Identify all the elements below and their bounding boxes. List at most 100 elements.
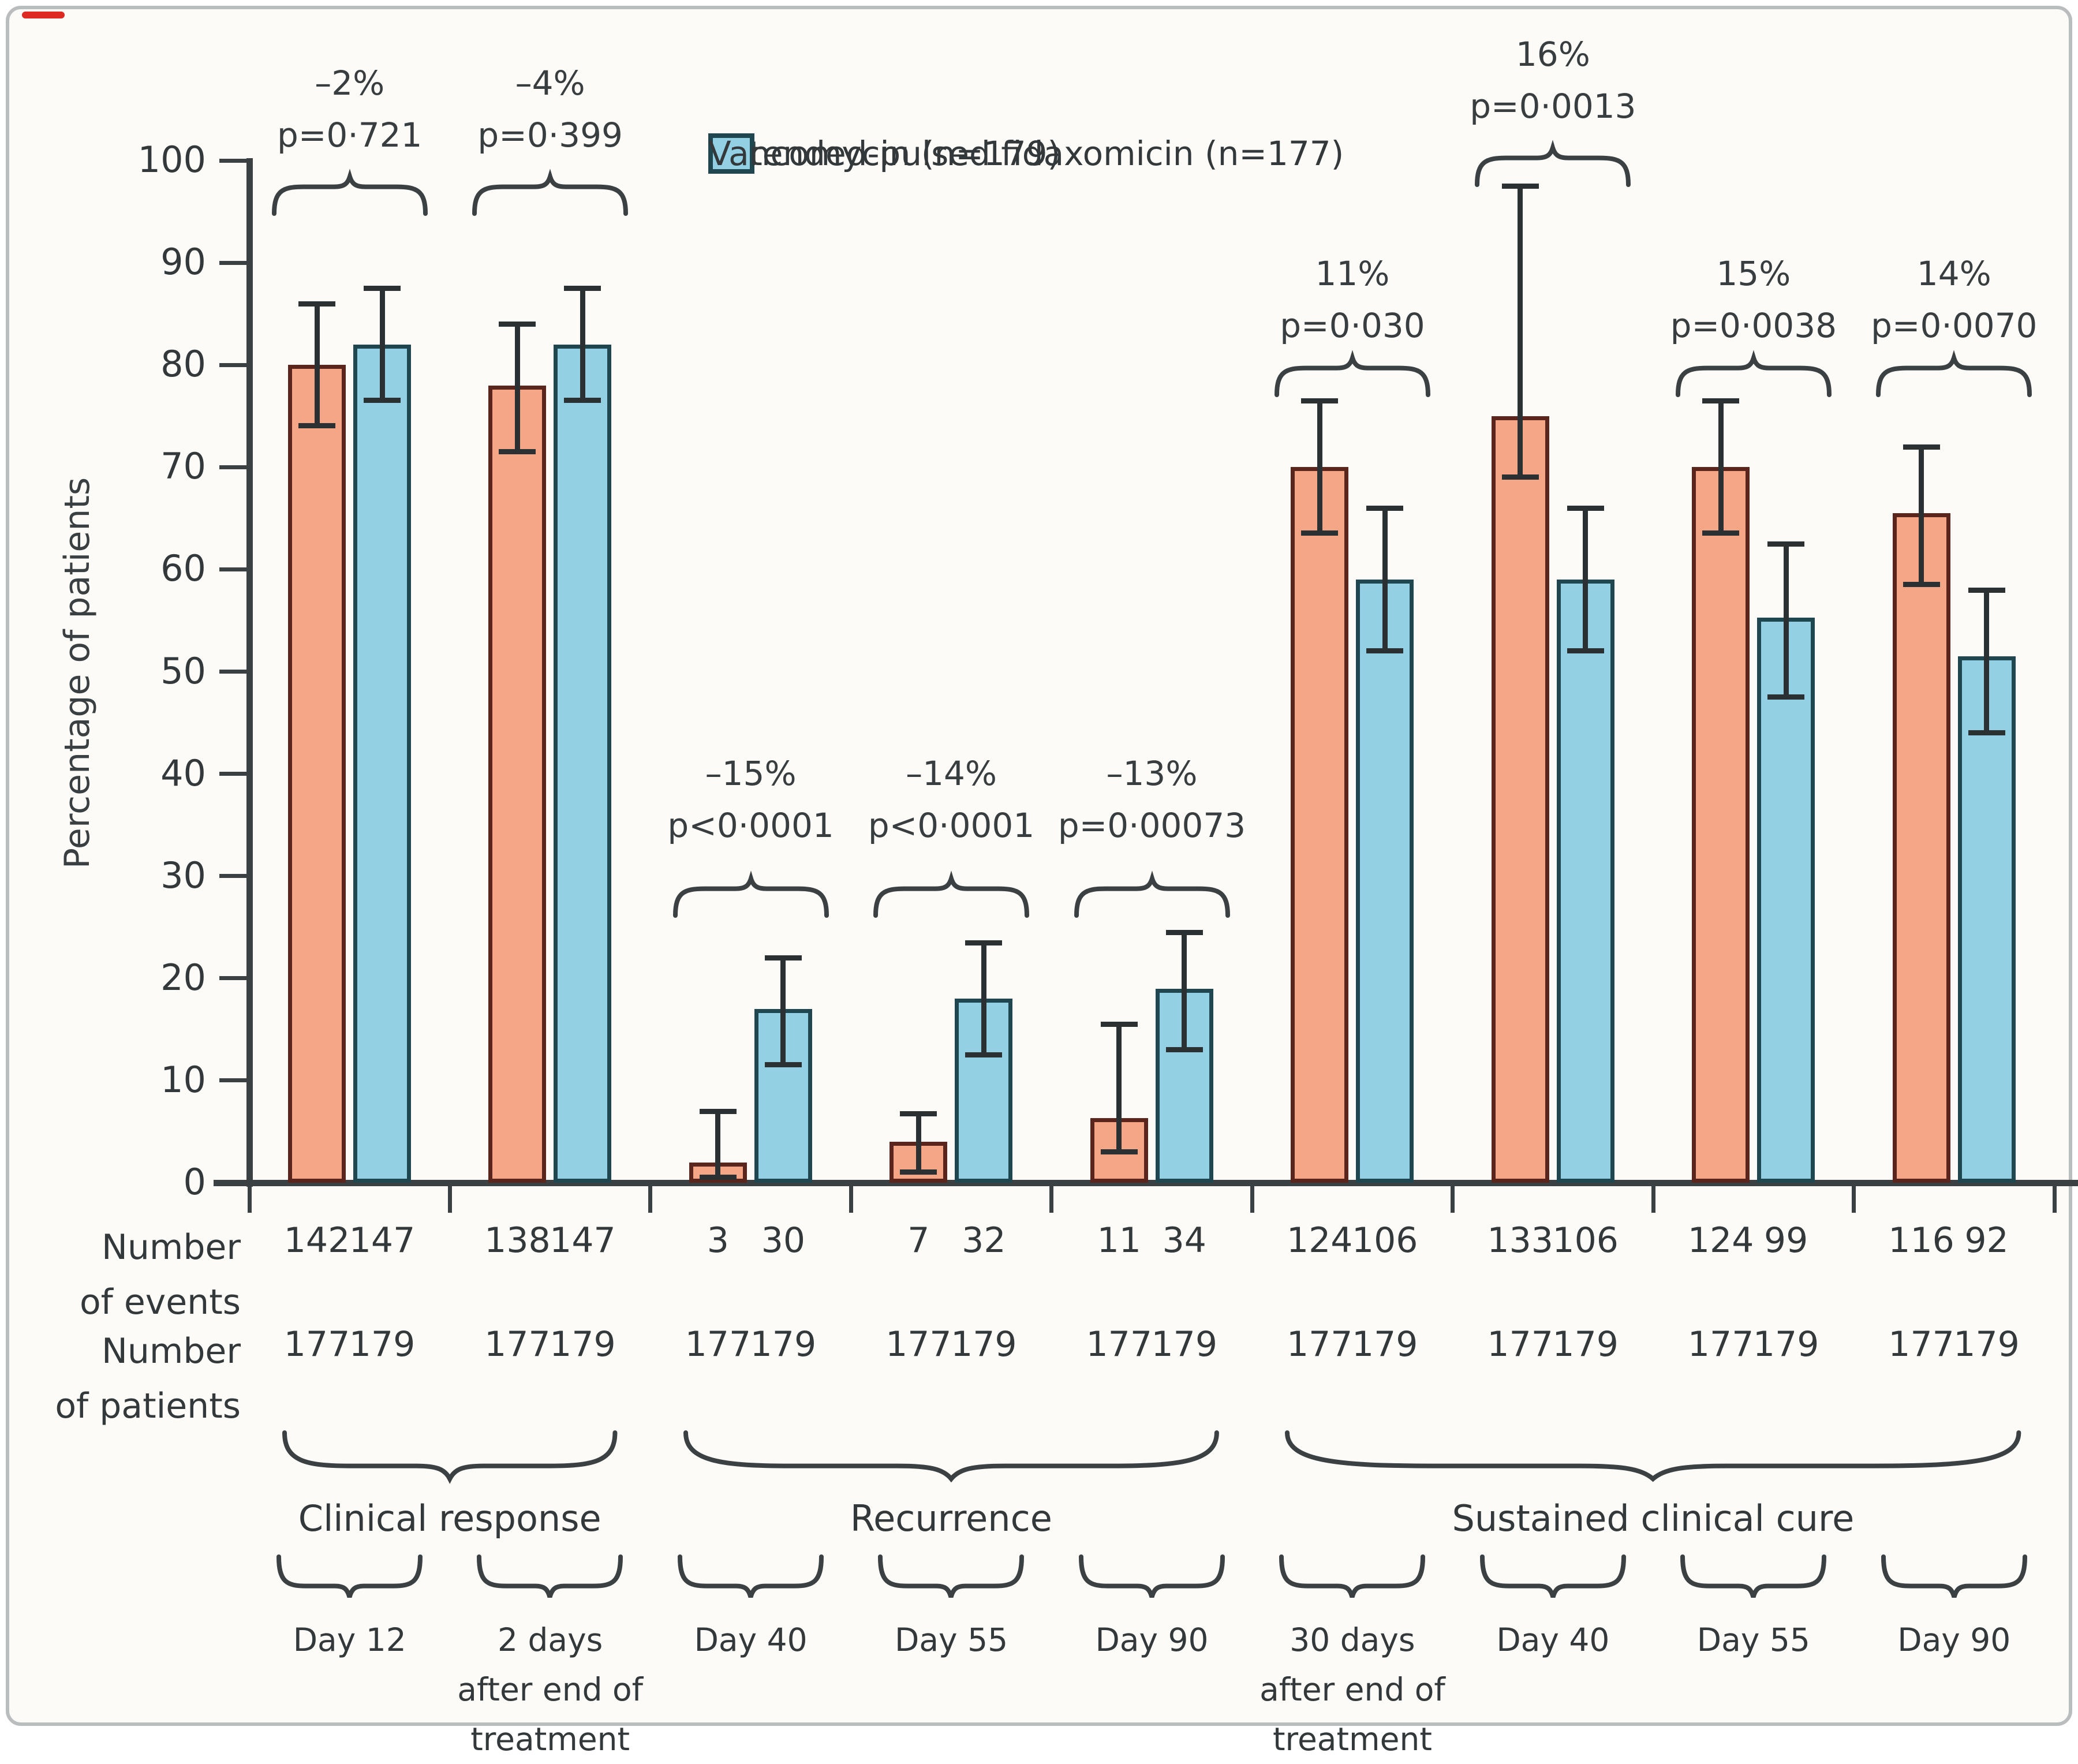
- patients-vancomycin-g4: 179: [951, 1324, 1017, 1365]
- events-row-label-line1: Number: [101, 1227, 241, 1268]
- bar-vancomycin-g7: [1556, 580, 1614, 1183]
- events-fidaxomicin-g2: 138: [484, 1220, 551, 1261]
- events-fidaxomicin-g9: 116: [1888, 1220, 1954, 1261]
- x-axis-line: [214, 1180, 2078, 1186]
- events-vancomycin-g5: 34: [1162, 1220, 1206, 1261]
- errorbar-vancomycin-g5-cap-top: [1165, 930, 1203, 936]
- errorbar-vancomycin-g3-cap-top: [764, 955, 802, 961]
- patients-fidaxomicin-g8: 177: [1687, 1324, 1754, 1365]
- errorbar-fidaxomicin-g4-cap-top: [900, 1111, 937, 1116]
- patients-vancomycin-g8: 179: [1752, 1324, 1819, 1365]
- y-tick-40: [219, 772, 249, 776]
- events-fidaxomicin-g3: 3: [707, 1220, 729, 1261]
- timepoint-label-g1-line1: Day 12: [293, 1621, 406, 1658]
- x-tick-8: [1852, 1183, 1856, 1213]
- patients-fidaxomicin-g2: 177: [484, 1324, 551, 1365]
- errorbar-fidaxomicin-g4-line: [915, 1113, 921, 1173]
- y-tick-label-0: 0: [183, 1161, 206, 1203]
- y-tick-label-10: 10: [160, 1058, 206, 1101]
- diff-label-g7: 16%: [1515, 35, 1590, 74]
- y-tick-label-90: 90: [160, 241, 206, 283]
- y-tick-0: [219, 1180, 249, 1185]
- y-tick-label-60: 60: [160, 547, 206, 590]
- comparison-brace-g2: [472, 169, 629, 216]
- errorbar-vancomycin-g6-cap-bottom: [1366, 648, 1404, 654]
- errorbar-fidaxomicin-g2-cap-bottom: [499, 449, 536, 454]
- errorbar-fidaxomicin-g9-cap-top: [1903, 444, 1940, 450]
- legend-label-fidaxomicin: Extended-pulsed fidaxomicin (n=177): [708, 134, 1344, 173]
- bar-fidaxomicin-g2: [488, 385, 547, 1183]
- p-value-g6: p=0·030: [1280, 306, 1425, 345]
- errorbar-fidaxomicin-g7-line: [1518, 186, 1523, 477]
- legend-label-vancomycin: Vancomycin (n=179): [708, 134, 1061, 173]
- events-vancomycin-g4: 32: [962, 1220, 1006, 1261]
- errorbar-fidaxomicin-g8-cap-top: [1702, 398, 1740, 404]
- errorbar-fidaxomicin-g6-line: [1317, 401, 1322, 534]
- patients-fidaxomicin-g6: 177: [1286, 1324, 1353, 1365]
- p-value-g4: p<0·0001: [868, 806, 1035, 845]
- y-tick-label-20: 20: [160, 956, 206, 999]
- y-tick-50: [219, 670, 249, 674]
- comparison-brace-g6: [1274, 350, 1430, 397]
- patients-row-label: Number of patients: [36, 1324, 241, 1434]
- errorbar-vancomycin-g4-cap-bottom: [965, 1052, 1003, 1057]
- timepoint-label-g7: Day 40: [1403, 1615, 1703, 1665]
- errorbar-fidaxomicin-g2-line: [514, 324, 520, 452]
- timepoint-label-g3-line1: Day 40: [694, 1621, 808, 1658]
- errorbar-vancomycin-g6-cap-top: [1366, 506, 1404, 511]
- patients-row-label-line1: Number: [101, 1331, 241, 1371]
- y-tick-20: [219, 976, 249, 981]
- errorbar-vancomycin-g7-cap-top: [1567, 506, 1604, 511]
- plot-area: Extended-pulsed fidaxomicin (n=177) Vanc…: [55, 35, 2078, 1758]
- scan-artifact-mark: [22, 12, 65, 18]
- patients-fidaxomicin-g7: 177: [1487, 1324, 1553, 1365]
- events-row-label: Number of events: [36, 1220, 241, 1330]
- y-tick-90: [219, 260, 249, 265]
- comparison-brace-g1: [271, 169, 428, 216]
- timepoint-brace-g1: [276, 1554, 423, 1598]
- x-tick-2: [648, 1183, 653, 1213]
- timepoint-label-g1: Day 12: [200, 1615, 500, 1665]
- bar-vancomycin-g1: [353, 344, 411, 1183]
- patients-vancomycin-g9: 179: [1953, 1324, 2020, 1365]
- y-axis-title: Percentage of patients: [57, 477, 98, 869]
- comparison-brace-g3: [672, 870, 829, 918]
- diff-label-g4: –14%: [906, 754, 997, 793]
- errorbar-vancomycin-g3-cap-bottom: [764, 1062, 802, 1068]
- x-tick-0: [247, 1183, 252, 1213]
- errorbar-fidaxomicin-g8-cap-bottom: [1702, 530, 1740, 536]
- errorbar-vancomycin-g4-line: [981, 942, 986, 1055]
- patients-row-label-line2: of patients: [55, 1386, 241, 1426]
- errorbar-fidaxomicin-g9-line: [1919, 446, 1924, 585]
- events-fidaxomicin-g1: 142: [283, 1220, 350, 1261]
- timepoint-brace-g4: [878, 1554, 1025, 1598]
- timepoint-label-g8-line1: Day 55: [1696, 1621, 1810, 1658]
- events-fidaxomicin-g8: 124: [1687, 1220, 1754, 1261]
- bar-vancomycin-g2: [554, 344, 612, 1183]
- comparison-brace-g5: [1074, 870, 1230, 918]
- timepoint-brace-g2: [477, 1554, 623, 1598]
- errorbar-vancomycin-g2-cap-top: [564, 286, 601, 291]
- legend-swatch-vancomycin-icon: [708, 133, 754, 174]
- events-vancomycin-g8: 99: [1763, 1220, 1808, 1261]
- y-tick-30: [219, 874, 249, 879]
- p-value-g3: p<0·0001: [667, 806, 834, 845]
- patients-vancomycin-g3: 179: [750, 1324, 817, 1365]
- y-tick-label-50: 50: [160, 649, 206, 692]
- timepoint-label-g9: Day 90: [1804, 1615, 2078, 1665]
- events-fidaxomicin-g5: 11: [1097, 1220, 1141, 1261]
- errorbar-vancomycin-g8-cap-bottom: [1767, 694, 1805, 700]
- y-tick-label-100: 100: [137, 139, 206, 181]
- errorbar-fidaxomicin-g4-cap-bottom: [900, 1169, 937, 1175]
- errorbar-fidaxomicin-g5-cap-top: [1100, 1022, 1138, 1027]
- x-tick-5: [1250, 1183, 1254, 1213]
- patients-fidaxomicin-g3: 177: [685, 1324, 752, 1365]
- timepoint-label-g8: Day 55: [1604, 1615, 1904, 1665]
- timepoint-label-g6-line3: treatment: [1272, 1721, 1432, 1758]
- comparison-brace-g7: [1475, 140, 1631, 187]
- bar-fidaxomicin-g1: [288, 365, 346, 1183]
- patients-fidaxomicin-g5: 177: [1086, 1324, 1153, 1365]
- timepoint-label-g3: Day 40: [601, 1615, 901, 1665]
- y-tick-80: [219, 362, 249, 367]
- timepoint-brace-g7: [1479, 1554, 1626, 1598]
